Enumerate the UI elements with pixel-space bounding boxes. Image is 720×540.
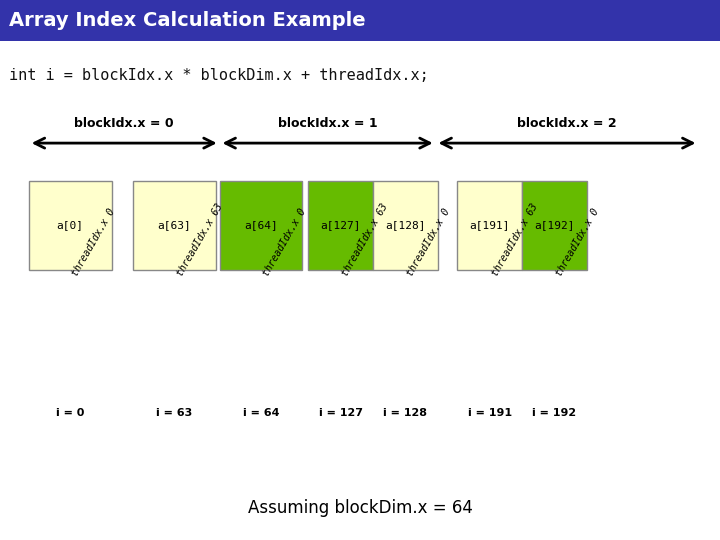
- Text: threadIdx.x 63: threadIdx.x 63: [341, 201, 390, 278]
- Text: i = 191: i = 191: [467, 408, 512, 418]
- Text: a[63]: a[63]: [158, 220, 192, 231]
- Text: blockIdx.x = 1: blockIdx.x = 1: [278, 117, 377, 130]
- Bar: [373, 181, 438, 270]
- Text: Assuming blockDim.x = 64: Assuming blockDim.x = 64: [248, 498, 472, 517]
- Text: a[192]: a[192]: [534, 220, 575, 231]
- Text: blockIdx.x = 2: blockIdx.x = 2: [517, 117, 617, 130]
- Text: a[127]: a[127]: [320, 220, 361, 231]
- Text: threadIdx.x 63: threadIdx.x 63: [174, 201, 225, 278]
- Bar: [133, 181, 216, 270]
- Text: threadIdx.x 63: threadIdx.x 63: [490, 201, 539, 278]
- Text: a[191]: a[191]: [469, 220, 510, 231]
- Text: threadIdx.x 0: threadIdx.x 0: [405, 207, 452, 278]
- Text: threadIdx.x 0: threadIdx.x 0: [71, 207, 117, 278]
- Text: a[128]: a[128]: [385, 220, 426, 231]
- Text: Array Index Calculation Example: Array Index Calculation Example: [9, 11, 365, 30]
- Text: i = 64: i = 64: [243, 408, 279, 418]
- Text: a[0]: a[0]: [57, 220, 84, 231]
- Bar: [522, 181, 587, 270]
- Text: i = 128: i = 128: [383, 408, 428, 418]
- Bar: [220, 181, 302, 270]
- Bar: [29, 181, 112, 270]
- Text: threadIdx.x 0: threadIdx.x 0: [261, 207, 308, 278]
- Bar: [308, 181, 373, 270]
- Text: i = 127: i = 127: [318, 408, 363, 418]
- Text: i = 0: i = 0: [56, 408, 84, 418]
- Text: blockIdx.x = 0: blockIdx.x = 0: [74, 117, 174, 130]
- Bar: [457, 181, 522, 270]
- Text: threadIdx.x 0: threadIdx.x 0: [554, 207, 601, 278]
- Text: i = 192: i = 192: [532, 408, 577, 418]
- Bar: [0, 0, 720, 40]
- Text: i = 63: i = 63: [156, 408, 193, 418]
- Text: int i = blockIdx.x * blockDim.x + threadIdx.x;: int i = blockIdx.x * blockDim.x + thread…: [9, 68, 428, 83]
- Text: a[64]: a[64]: [244, 220, 278, 231]
